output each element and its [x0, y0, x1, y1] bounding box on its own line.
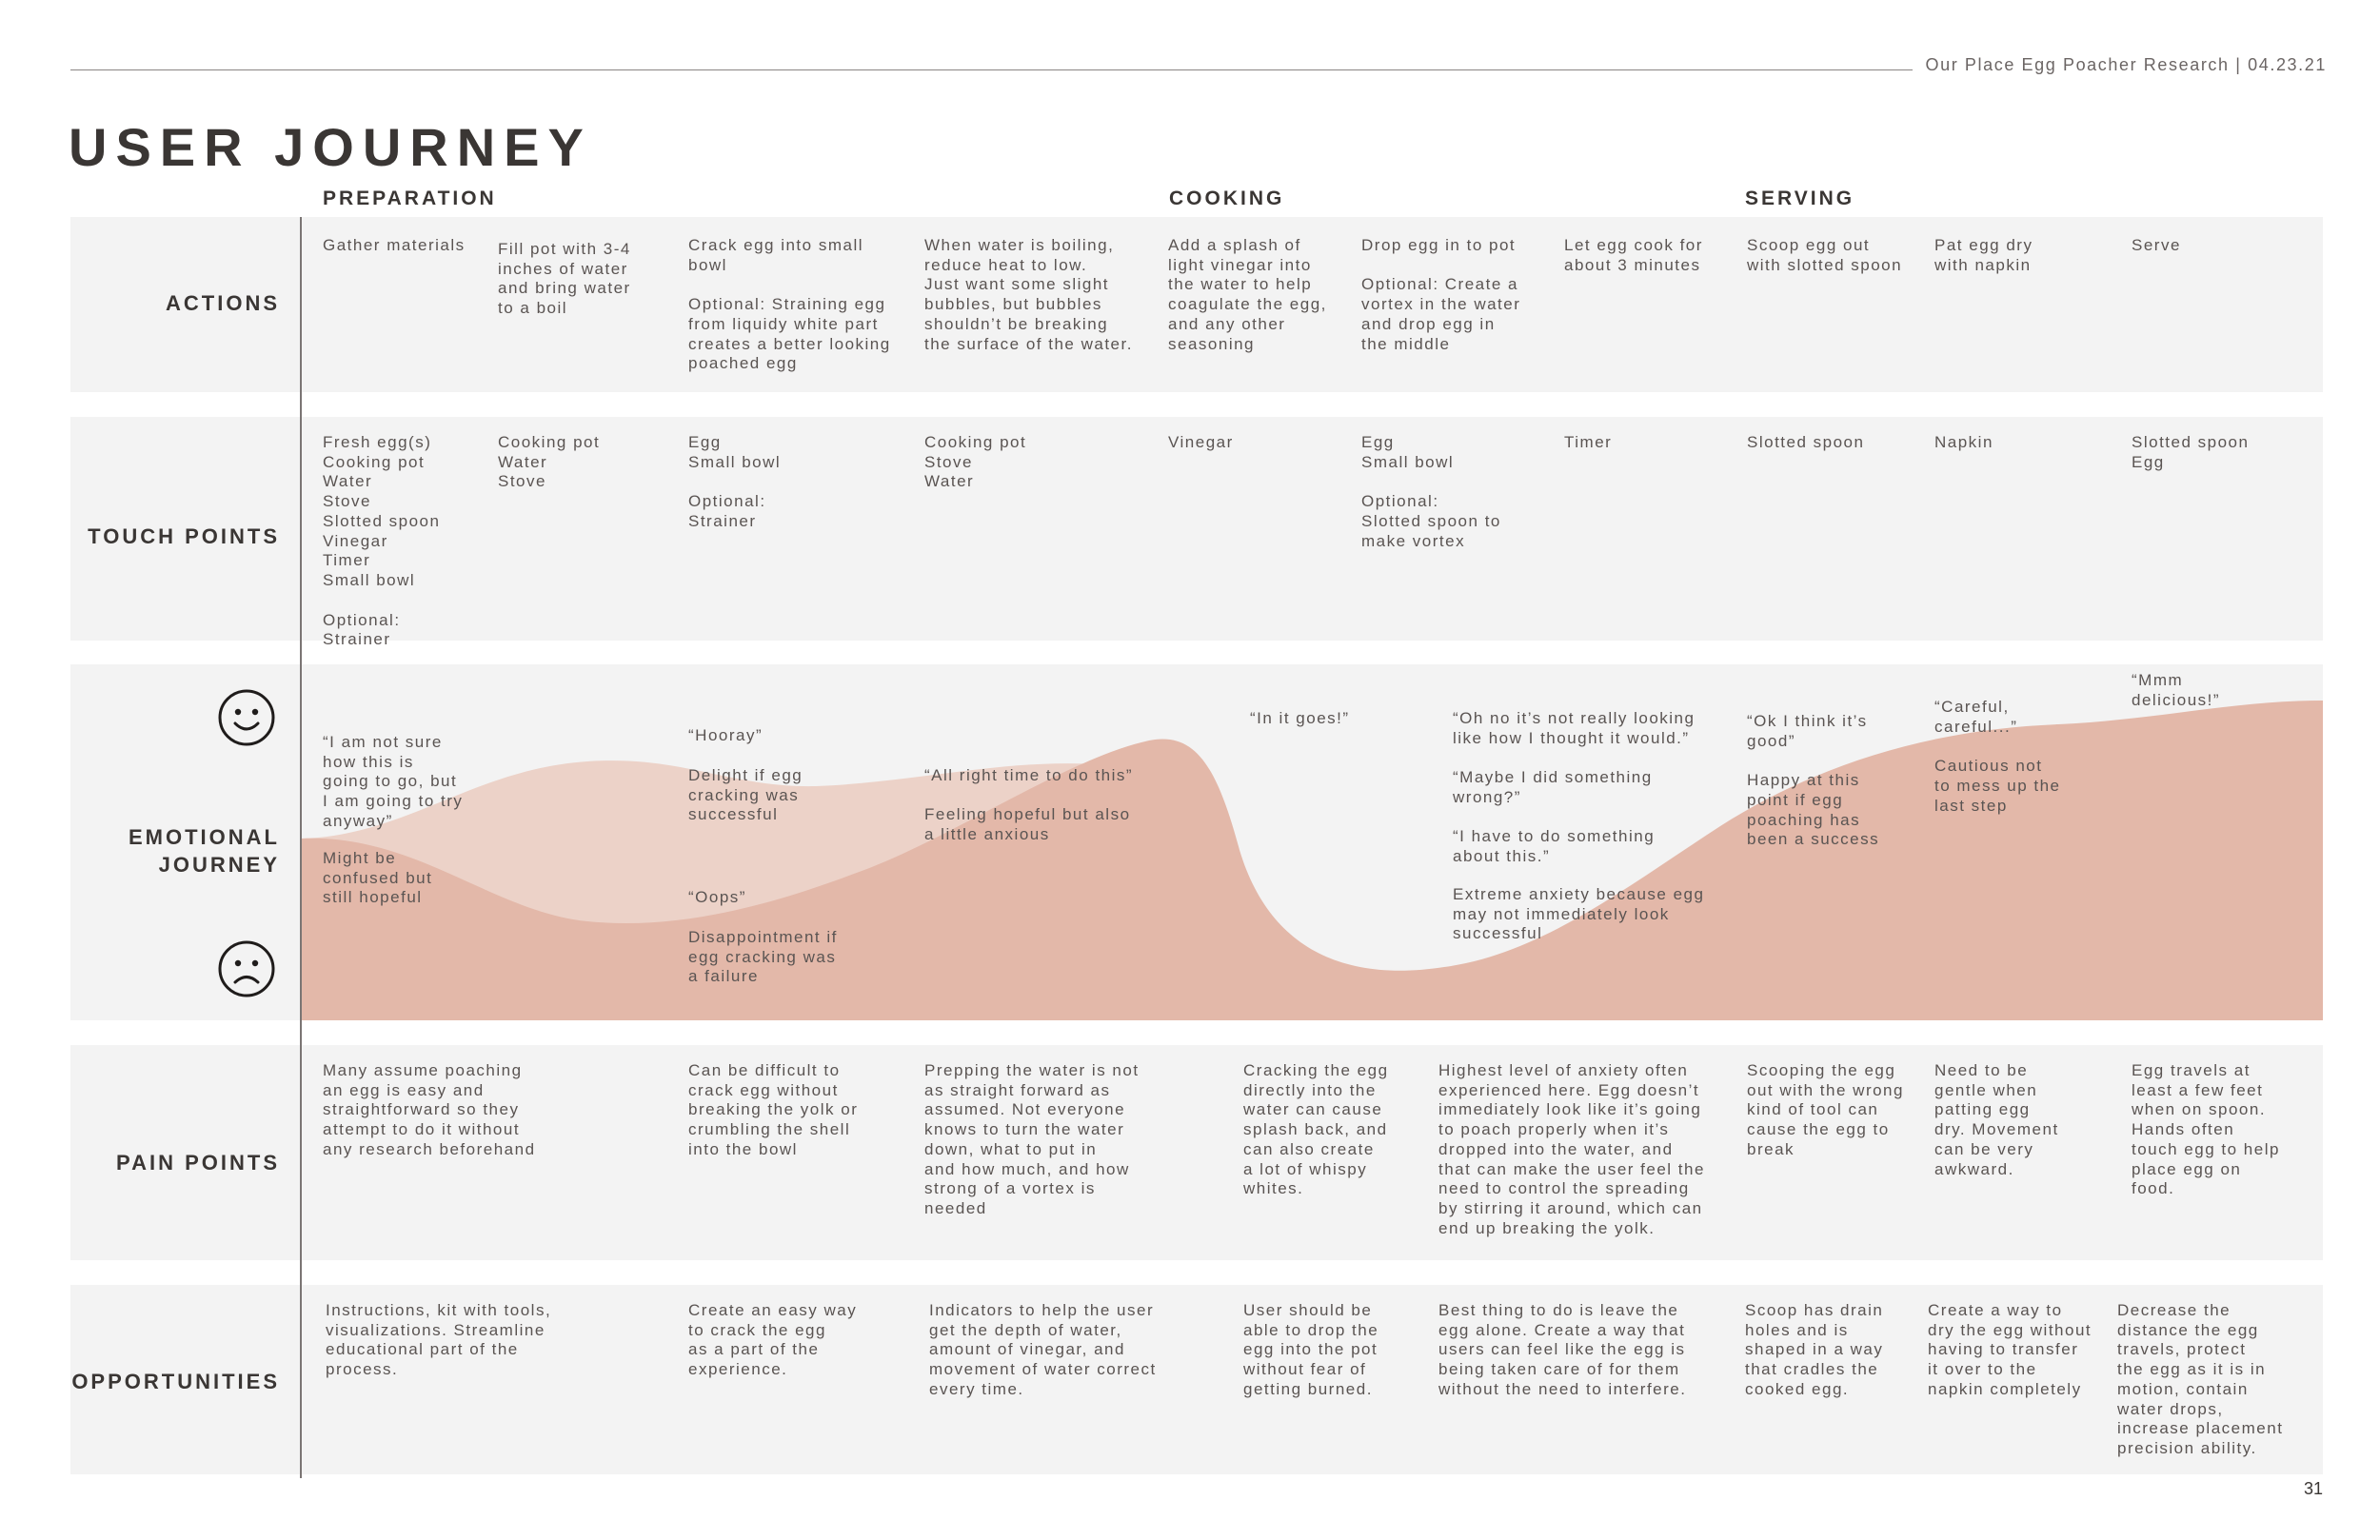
action-cell: Pat egg dry with napkin — [1934, 236, 2033, 274]
pain-point-cell: Highest level of anxiety often experienc… — [1438, 1061, 1705, 1237]
emotion-note: Might be confused but still hopeful — [323, 849, 433, 907]
emotion-note: Extreme anxiety because egg may not imme… — [1453, 885, 1705, 943]
touch-point-cell: Vinegar — [1168, 433, 1234, 451]
pain-point-cell: Prepping the water is not as straight fo… — [924, 1061, 1140, 1218]
action-cell: Drop egg in to pot Optional: Create a vo… — [1361, 236, 1521, 353]
touch-point-cell: Timer — [1564, 433, 1613, 451]
emotion-quote: “Oh no it’s not really looking like how … — [1453, 709, 1696, 866]
emotion-quote: “Hooray” — [688, 726, 764, 744]
pain-points-band — [70, 1045, 2323, 1260]
opportunity-cell: Decrease the distance the egg travels, p… — [2117, 1301, 2284, 1458]
emotion-quote: “Mmm delicious!” — [2132, 671, 2221, 709]
page-number: 31 — [2303, 1479, 2323, 1498]
opportunity-cell: Instructions, kit with tools, visualizat… — [326, 1301, 552, 1379]
touch-point-cell: Egg Small bowl Optional: Slotted spoon t… — [1361, 433, 1501, 550]
action-cell: Gather materials — [323, 236, 466, 254]
happy-face-icon — [218, 689, 275, 746]
opportunity-cell: Best thing to do is leave the egg alone.… — [1438, 1301, 1687, 1398]
emotion-note: Delight if egg cracking was successful — [688, 766, 803, 824]
pain-point-cell: Egg travels at least a few feet when on … — [2132, 1061, 2280, 1198]
emotion-quote: “Oops” — [688, 888, 746, 906]
touch-points-band — [70, 417, 2323, 641]
touch-point-cell: Cooking pot Water Stove — [498, 433, 601, 491]
action-cell: Serve — [2132, 236, 2181, 254]
emotion-quote: “In it goes!” — [1250, 709, 1350, 727]
opportunity-cell: Scoop has drain holes and is shaped in a… — [1745, 1301, 1884, 1398]
action-cell: Add a splash of light vinegar into the w… — [1168, 236, 1327, 353]
pain-point-cell: Need to be gentle when patting egg dry. … — [1934, 1061, 2059, 1178]
opportunities-band — [70, 1285, 2323, 1474]
action-cell: Fill pot with 3-4 inches of water and br… — [498, 240, 631, 318]
pain-point-cell: Can be difficult to crack egg without br… — [688, 1061, 859, 1158]
phase-cooking: COOKING — [1169, 188, 1285, 209]
header-rule — [70, 69, 1913, 70]
touch-point-cell: Egg Small bowl Optional: Strainer — [688, 433, 782, 530]
header-note: Our Place Egg Poacher Research | 04.23.2… — [1925, 55, 2327, 74]
page-title: USER JOURNEY — [69, 117, 592, 177]
row-label-actions: ACTIONS — [166, 291, 280, 315]
emotional-journey-curve — [302, 701, 2323, 1020]
opportunity-cell: Indicators to help the user get the dept… — [929, 1301, 1157, 1398]
touch-point-cell: Slotted spoon — [1747, 433, 1865, 451]
action-cell: Crack egg into small bowl Optional: Stra… — [688, 236, 891, 373]
row-label-emotional-journey: EMOTIONAL JOURNEY — [129, 825, 280, 877]
row-label-pain-points: PAIN POINTS — [116, 1151, 280, 1175]
emotion-curve-main — [302, 701, 2323, 1020]
emotion-note: Disappointment if egg cracking was a fai… — [688, 928, 838, 986]
opportunity-cell: User should be able to drop the egg into… — [1243, 1301, 1379, 1398]
emotion-quote: “I am not sure how this is going to go, … — [323, 733, 464, 830]
emotion-note: “Careful, careful...” Cautious not to me… — [1934, 698, 2061, 815]
action-cell: When water is boiling, reduce heat to lo… — [924, 236, 1133, 353]
row-label-opportunities: OPPORTUNITIES — [71, 1370, 280, 1393]
phase-serving: SERVING — [1745, 188, 1855, 209]
emotion-note: “All right time to do this” Feeling hope… — [924, 766, 1134, 844]
actions-band — [70, 217, 2323, 392]
touch-point-cell: Napkin — [1934, 433, 1993, 451]
row-label-touch-points: TOUCH POINTS — [88, 524, 280, 548]
touch-point-cell: Slotted spoon Egg — [2132, 433, 2250, 471]
opportunity-cell: Create an easy way to crack the egg as a… — [688, 1301, 858, 1379]
action-cell: Let egg cook for about 3 minutes — [1564, 236, 1703, 274]
action-cell: Scoop egg out with slotted spoon — [1747, 236, 1903, 274]
touch-point-cell: Cooking pot Stove Water — [924, 433, 1027, 491]
pain-point-cell: Scooping the egg out with the wrong kind… — [1747, 1061, 1904, 1158]
opportunity-cell: Create a way to dry the egg without havi… — [1928, 1301, 2092, 1398]
row-label-divider — [300, 217, 302, 1478]
pain-point-cell: Cracking the egg directly into the water… — [1243, 1061, 1389, 1198]
phase-preparation: PREPARATION — [323, 188, 497, 209]
emotion-note: “Ok I think it’s good” Happy at this poi… — [1747, 712, 1880, 849]
touch-point-cell: Fresh egg(s) Cooking pot Water Stove Slo… — [323, 433, 441, 649]
sad-face-icon — [218, 940, 275, 997]
pain-point-cell: Many assume poaching an egg is easy and … — [323, 1061, 536, 1158]
